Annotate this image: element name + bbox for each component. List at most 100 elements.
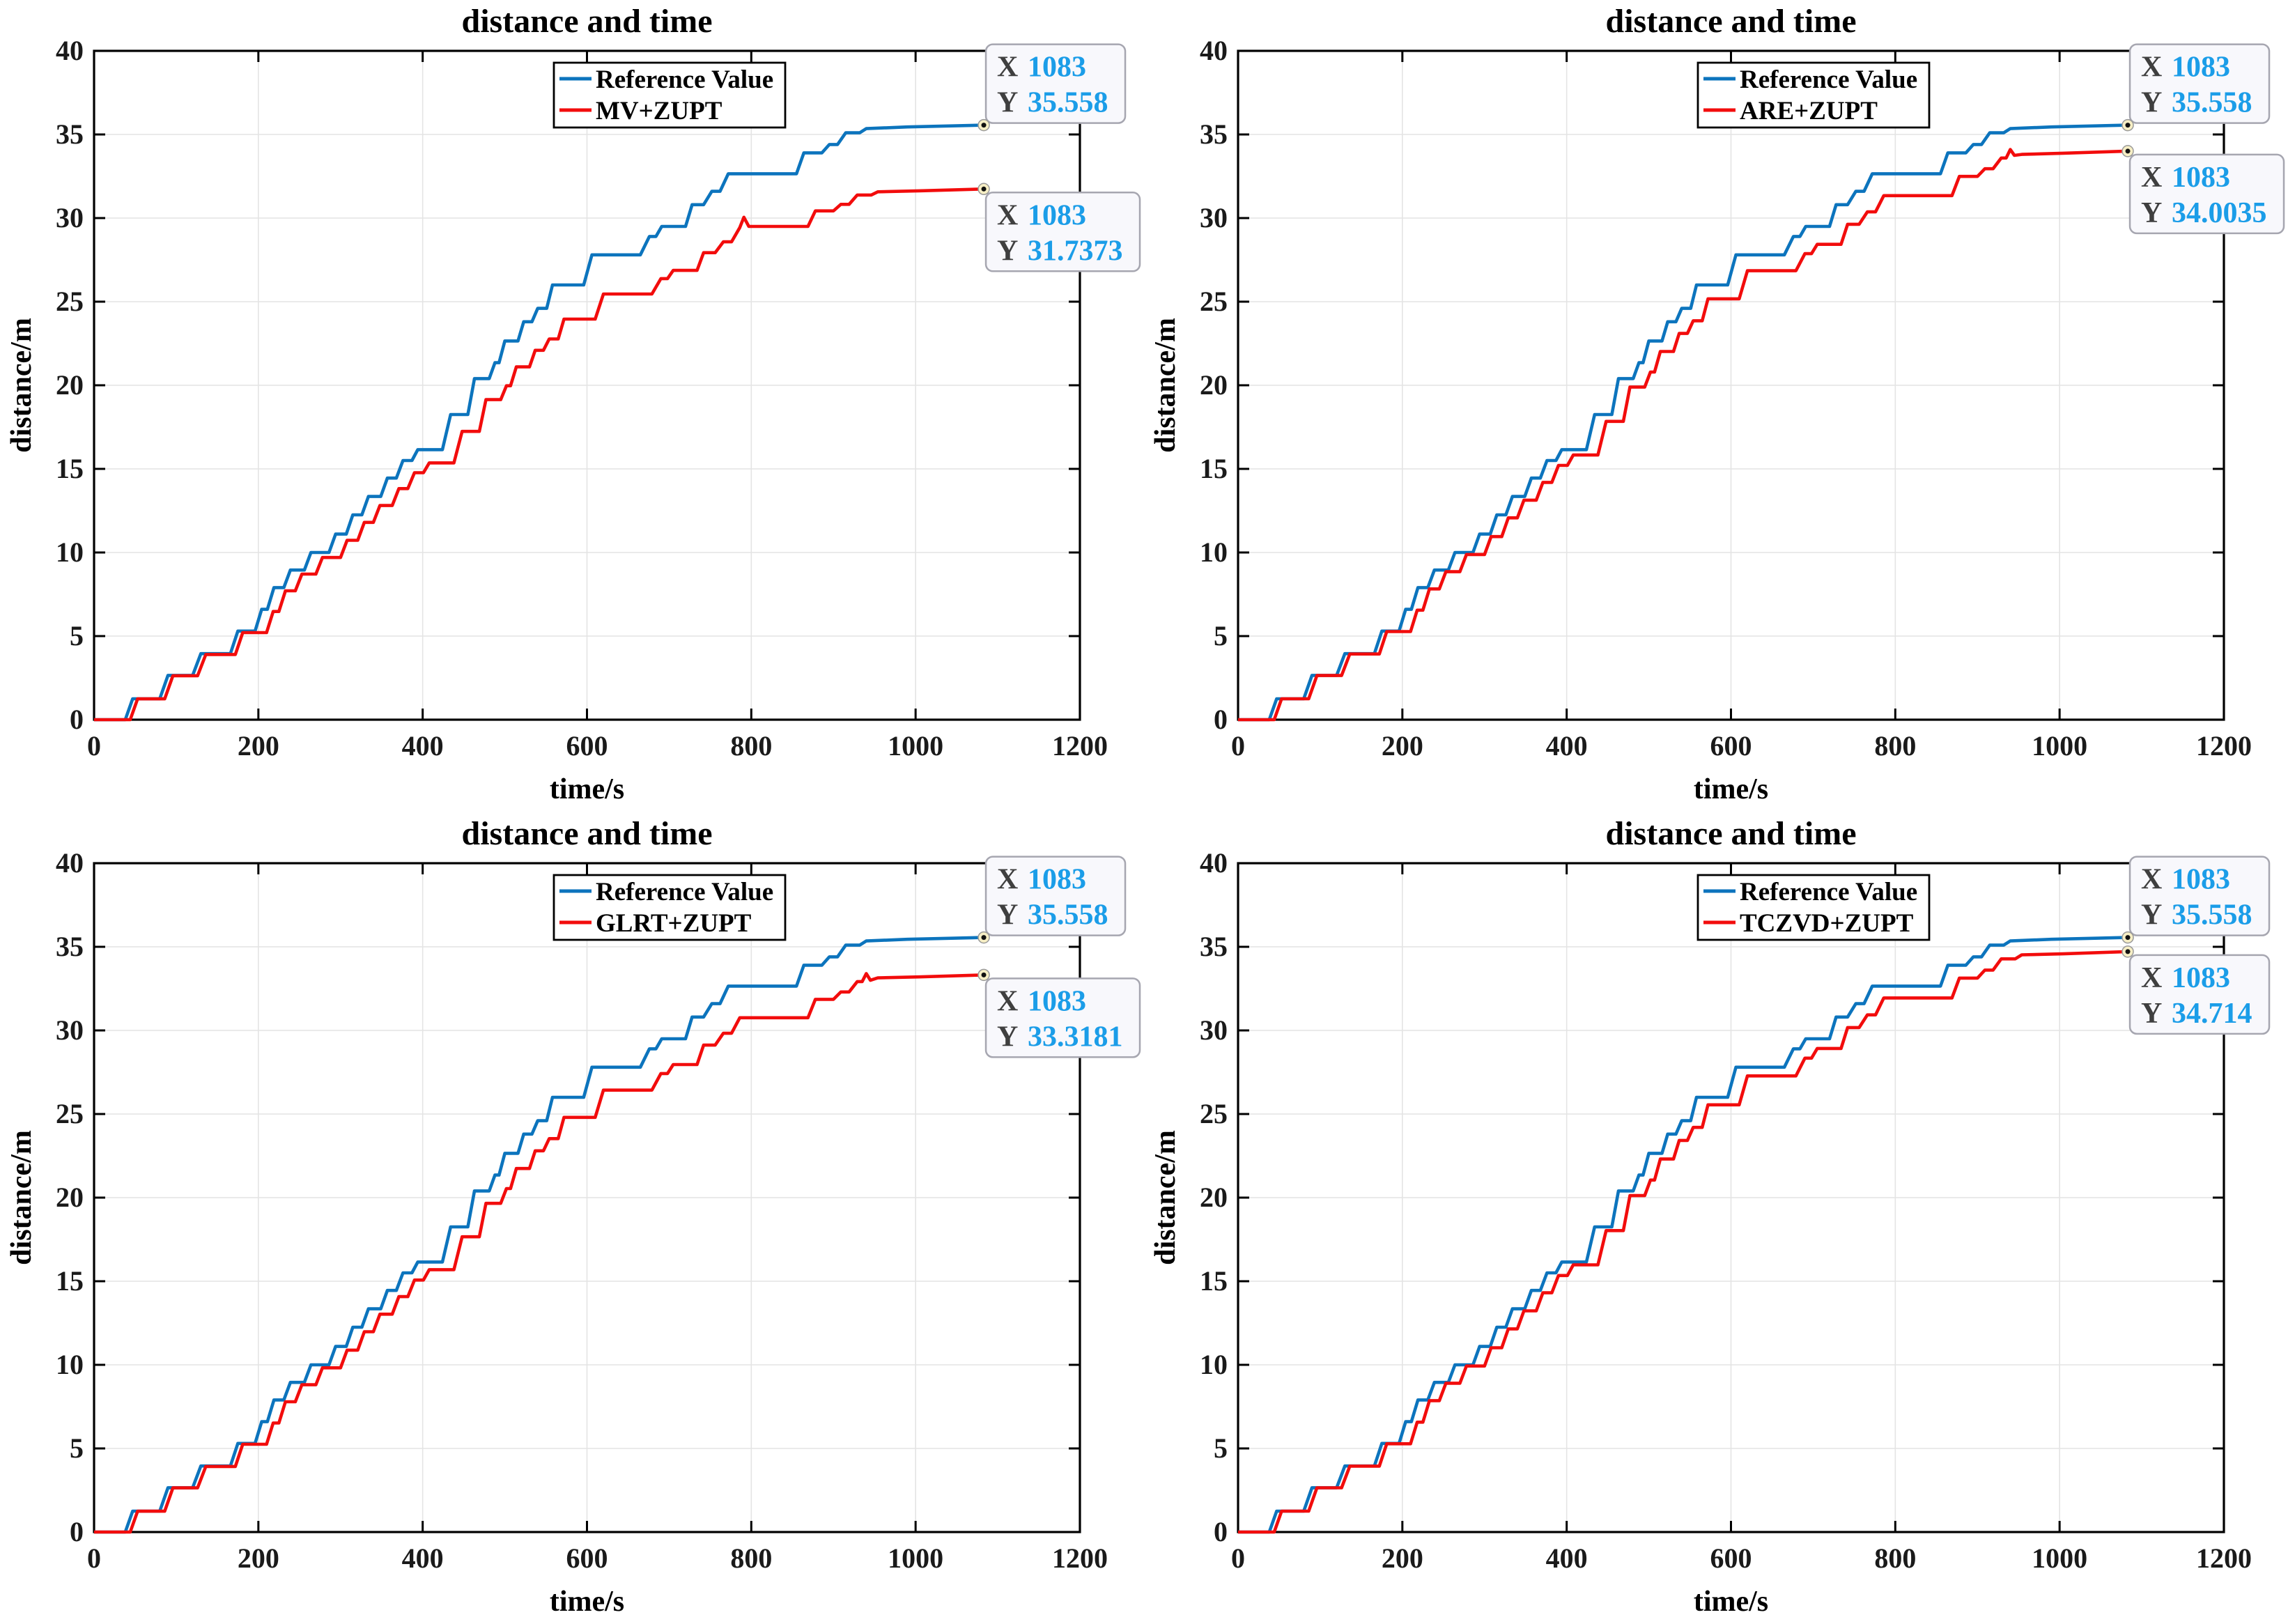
x-tick-label: 200 <box>1382 1542 1423 1574</box>
datatip-box[interactable] <box>984 43 1127 124</box>
x-tick-label: 800 <box>1874 730 1916 761</box>
y-tick-label: 15 <box>56 453 84 484</box>
y-tick-label: 5 <box>70 1432 84 1464</box>
y-tick-label: 35 <box>1200 931 1228 962</box>
legend-box <box>552 874 787 941</box>
datatip-x-value: 1083 <box>2172 162 2230 194</box>
datatip-box[interactable] <box>2128 43 2271 124</box>
y-tick-label: 30 <box>1200 1014 1228 1046</box>
series-line-mv-zupt[interactable] <box>94 187 984 722</box>
chart-title: distance and time <box>1606 3 1857 40</box>
legend-label: Reference Value <box>596 65 773 94</box>
datatip-box[interactable] <box>2128 954 2271 1035</box>
datatip-x-value: 1083 <box>1028 199 1086 231</box>
x-tick-label: 600 <box>566 730 608 761</box>
datatip[interactable]: X 1083 Y 35.558 <box>977 43 1127 132</box>
datatip-x-label: X <box>997 985 1018 1017</box>
datatip-marker-dot <box>981 186 987 192</box>
datatip-y-label: Y <box>997 235 1018 267</box>
x-tick-label: 1200 <box>1052 730 1108 761</box>
y-tick-label: 15 <box>1200 453 1228 484</box>
y-tick-label: 0 <box>1214 1516 1228 1547</box>
y-axis-label: distance/m <box>1150 318 1182 453</box>
x-tick-label: 400 <box>1546 1542 1588 1574</box>
datatip-box[interactable] <box>984 855 1127 936</box>
datatip-box[interactable] <box>2128 153 2285 235</box>
x-tick-label: 600 <box>566 1542 608 1574</box>
datatip-box[interactable] <box>984 977 1141 1058</box>
x-axis-label: time/s <box>1694 773 1768 805</box>
datatip-y-value: 35.558 <box>1028 87 1108 119</box>
y-tick-label: 25 <box>1200 286 1228 317</box>
datatip[interactable]: X 1083 Y 35.558 <box>2121 855 2271 943</box>
y-tick-label: 35 <box>56 118 84 150</box>
y-tick-label: 20 <box>56 369 84 401</box>
datatip-y-label: Y <box>997 899 1018 931</box>
y-tick-label: 5 <box>1214 620 1228 651</box>
y-tick-label: 35 <box>1200 118 1228 150</box>
x-tick-label: 400 <box>1546 730 1588 761</box>
datatip-x-label: X <box>2141 162 2162 194</box>
datatip-x-label: X <box>997 199 1018 231</box>
legend[interactable]: Reference Value ARE+ZUPT <box>1696 61 1931 129</box>
datatip-box[interactable] <box>984 192 1141 272</box>
datatip-x-value: 1083 <box>2172 961 2230 993</box>
x-tick-label: 1000 <box>2032 730 2087 761</box>
y-tick-label: 15 <box>1200 1265 1228 1297</box>
y-tick-label: 10 <box>1200 1349 1228 1380</box>
datatip-box[interactable] <box>2128 855 2271 936</box>
x-tick-label: 1000 <box>2032 1542 2087 1574</box>
datatip[interactable]: X 1083 Y 35.558 <box>977 855 1127 943</box>
x-tick-label: 200 <box>238 730 279 761</box>
series-line-are-zupt[interactable] <box>1238 148 2128 722</box>
datatip-x-value: 1083 <box>2172 52 2230 84</box>
datatip[interactable]: X 1083 Y 33.3181 <box>977 968 1141 1058</box>
legend-box <box>1696 61 1931 129</box>
datatip[interactable]: X 1083 Y 31.7373 <box>977 183 1141 272</box>
x-tick-label: 400 <box>402 1542 444 1574</box>
series-line-glrt-zupt[interactable] <box>94 971 984 1533</box>
x-axis-label: time/s <box>1694 1586 1768 1618</box>
legend[interactable]: Reference Value GLRT+ZUPT <box>552 874 787 941</box>
x-tick-label: 200 <box>238 1542 279 1574</box>
datatip[interactable]: X 1083 Y 34.714 <box>2121 945 2271 1035</box>
legend[interactable]: Reference Value TCZVD+ZUPT <box>1696 874 1931 941</box>
y-tick-label: 10 <box>1200 536 1228 568</box>
y-axis-label: distance/m <box>6 1130 38 1265</box>
y-tick-label: 5 <box>70 620 84 651</box>
subplot-glrt-zupt: 0 200 400 600 800 1000 1200 0 5 10 15 20 25 30 35 40 dis… <box>0 812 1144 1624</box>
legend-label: Reference Value <box>1740 65 1917 94</box>
datatip[interactable]: X 1083 Y 35.558 <box>2121 43 2271 132</box>
datatip[interactable]: X 1083 Y 34.0035 <box>2121 145 2285 235</box>
x-tick-label: 1000 <box>888 730 943 761</box>
y-tick-label: 25 <box>56 286 84 317</box>
y-tick-label: 30 <box>1200 202 1228 233</box>
datatip-y-value: 31.7373 <box>1028 235 1123 267</box>
series-line-reference[interactable] <box>94 935 984 1533</box>
datatip-y-value: 35.558 <box>1028 899 1108 931</box>
series-line-reference[interactable] <box>1238 123 2128 722</box>
x-tick-label: 0 <box>1231 730 1245 761</box>
datatip-marker-dot <box>981 123 987 128</box>
datatip-y-label: Y <box>2141 197 2162 229</box>
x-tick-label: 200 <box>1382 730 1423 761</box>
datatip-marker-dot <box>981 972 987 977</box>
y-tick-label: 40 <box>1200 847 1228 879</box>
legend[interactable]: Reference Value MV+ZUPT <box>552 61 787 129</box>
series-line-tczvd-zupt[interactable] <box>1238 950 2128 1533</box>
y-tick-label: 40 <box>56 847 84 879</box>
datatip-x-label: X <box>997 52 1018 84</box>
series-line-reference[interactable] <box>94 123 984 722</box>
datatip-marker-dot <box>2125 123 2131 128</box>
series-line-reference[interactable] <box>1238 935 2128 1533</box>
datatip-y-value: 34.714 <box>2172 997 2252 1029</box>
datatip-x-label: X <box>2141 961 2162 993</box>
datatip-marker-dot <box>981 934 987 940</box>
y-tick-label: 25 <box>56 1098 84 1129</box>
datatip-marker-dot <box>2125 948 2131 954</box>
legend-label: MV+ZUPT <box>596 97 722 125</box>
x-tick-label: 600 <box>1710 1542 1752 1574</box>
legend-label: GLRT+ZUPT <box>596 909 752 938</box>
subplot-are-zupt: 0 200 400 600 800 1000 1200 0 5 10 15 20 25 30 35 40 dis… <box>1144 0 2288 812</box>
